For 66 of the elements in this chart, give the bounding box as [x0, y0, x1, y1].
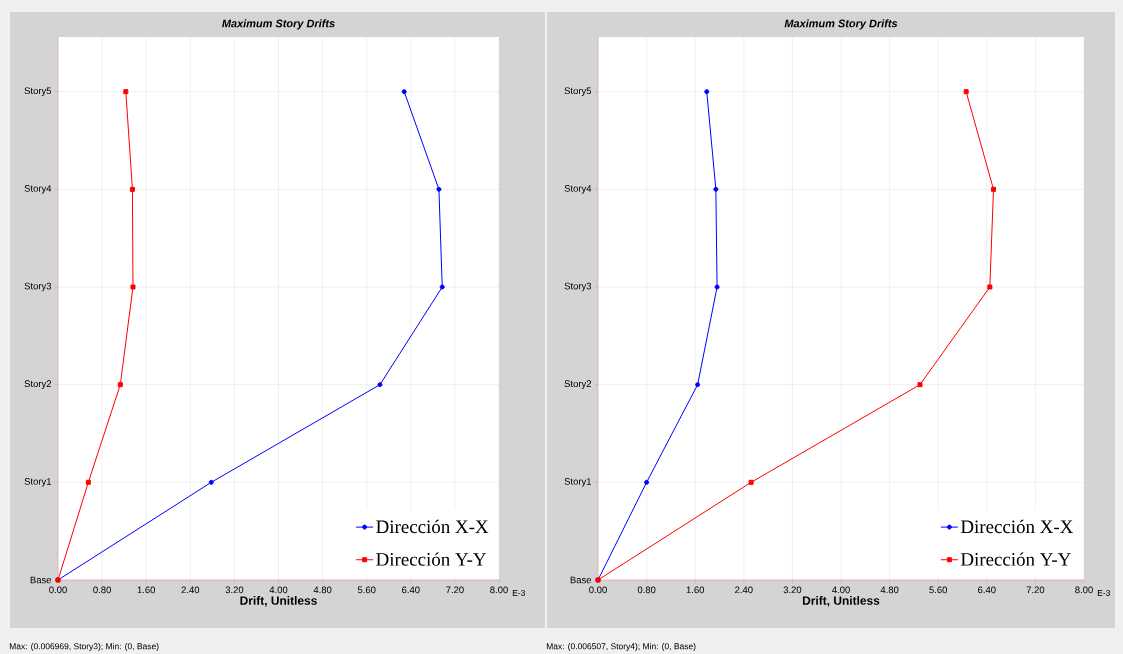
x-tick-label: 3.20 [225, 586, 244, 594]
y-tick-label: Base [570, 576, 592, 584]
text: E-3 [1097, 589, 1111, 596]
chart-title: Maximum Story Drifts [222, 19, 335, 30]
legend-label: Dirección X-X [960, 519, 1074, 534]
x-tick-label: 8.00 [1075, 586, 1093, 594]
x-tick-label: 2.40 [735, 586, 753, 594]
y-tick-label: Story3 [564, 282, 592, 292]
y-tick-label: Story4 [564, 185, 592, 194]
x-tick-label: 3.20 [783, 586, 802, 594]
x-tick-label: 0.80 [637, 586, 656, 594]
x-tick-label: 1.60 [686, 586, 705, 594]
point [85, 479, 91, 485]
chart-title: Maximum Story Drifts [784, 19, 898, 30]
point [401, 89, 407, 95]
point [644, 479, 650, 485]
point [695, 382, 701, 388]
y-tick-label: Story4 [24, 185, 52, 194]
y-tick-label: Base [30, 576, 52, 584]
x-tick-label: 2.40 [181, 586, 200, 594]
y-tick-label: Story2 [564, 380, 592, 389]
y-tick-label: Story5 [24, 87, 52, 96]
x-tick-label: 8.00 [490, 586, 508, 594]
legend-label: Dirección Y-Y [960, 552, 1071, 566]
y-tick-label: Story5 [564, 87, 592, 96]
x-axis-title: Drift, Unitless [240, 596, 317, 607]
point [377, 382, 383, 388]
y-tick-label: Story1 [24, 478, 52, 487]
point [439, 284, 445, 290]
x-tick-label: 0.00 [49, 586, 67, 594]
point [704, 89, 710, 95]
point [987, 284, 993, 290]
point [714, 284, 720, 290]
x-tick-label: 4.00 [832, 586, 850, 594]
x-tick-label: 4.80 [880, 586, 899, 594]
point [748, 479, 754, 485]
x-tick-label: 0.00 [589, 586, 607, 594]
legend-label: Dirección X-X [376, 519, 489, 534]
x-tick-label: 5.60 [357, 586, 376, 594]
point [123, 89, 129, 95]
text: E-3 [512, 589, 526, 596]
text: Max: (0.006969, Story3); Min: (0, Base) [9, 643, 159, 651]
x-tick-label: 7.20 [1026, 586, 1045, 594]
legend-label: Dirección Y-Y [376, 552, 487, 566]
y-tick-label: Story3 [24, 282, 52, 292]
point [990, 186, 996, 192]
y-tick-label: Story2 [24, 380, 52, 389]
point [963, 89, 969, 95]
y-tick-label: Story1 [564, 478, 592, 487]
point [129, 186, 135, 192]
x-tick-label: 1.60 [137, 586, 156, 594]
x-tick-label: 4.80 [313, 586, 332, 594]
point [713, 186, 719, 192]
x-tick-label: 6.40 [402, 586, 420, 594]
point [208, 479, 214, 485]
x-tick-label: 7.20 [446, 586, 464, 594]
text: Max: (0.006507, Story4); Min: (0, Base) [546, 643, 696, 651]
x-tick-label: 5.60 [929, 586, 948, 594]
x-tick-label: 4.00 [269, 586, 288, 594]
point [117, 382, 123, 388]
point [436, 186, 442, 192]
x-axis-title: Drift, Unitless [802, 596, 880, 607]
point [917, 382, 923, 388]
x-tick-label: 6.40 [978, 586, 996, 594]
x-tick-label: 0.80 [93, 586, 111, 594]
point [130, 284, 136, 290]
